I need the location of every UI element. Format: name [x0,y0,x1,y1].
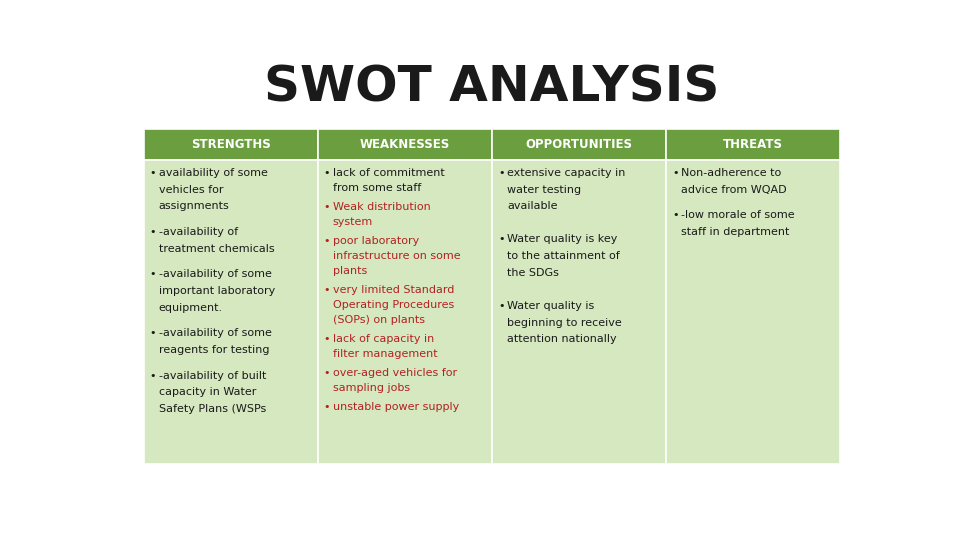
Text: THREATS: THREATS [723,138,783,151]
Text: available: available [507,201,558,211]
Text: Water quality is key: Water quality is key [507,234,617,245]
Bar [492,129,666,160]
Bar [666,129,840,160]
Text: •: • [324,402,330,413]
Text: Non-adherence to: Non-adherence to [681,168,781,178]
Text: OPPORTUNITIES: OPPORTUNITIES [525,138,633,151]
Text: from some staff: from some staff [333,183,421,193]
Text: •: • [324,368,330,379]
Text: STRENGTHS: STRENGTHS [191,138,271,151]
Text: infrastructure on some: infrastructure on some [333,251,461,261]
Text: -availability of: -availability of [158,227,238,237]
Text: water testing: water testing [507,185,581,194]
Text: capacity in Water: capacity in Water [158,388,256,397]
Text: •: • [324,202,330,212]
Bar [318,160,492,464]
Text: vehicles for: vehicles for [158,185,223,194]
Text: •: • [498,168,504,178]
Text: (SOPs) on plants: (SOPs) on plants [333,315,424,325]
Text: •: • [324,236,330,246]
Text: over-aged vehicles for: over-aged vehicles for [333,368,457,379]
Text: WEAKNESSES: WEAKNESSES [360,138,450,151]
Bar [144,129,318,160]
Text: Water quality is: Water quality is [507,301,594,311]
Text: plants: plants [333,266,367,276]
Bar [318,129,492,160]
Text: •: • [324,334,330,344]
Text: advice from WQAD: advice from WQAD [681,185,786,194]
Text: staff in department: staff in department [681,227,789,237]
Text: -availability of some: -availability of some [158,328,272,339]
Text: to the attainment of: to the attainment of [507,251,619,261]
Text: •: • [672,168,679,178]
Text: assignments: assignments [158,201,229,211]
Text: system: system [333,217,373,227]
Text: SWOT ANALYSIS: SWOT ANALYSIS [264,64,720,112]
Text: •: • [150,227,156,237]
Text: •: • [150,269,156,279]
Bar [144,160,318,464]
Text: •: • [324,168,330,178]
Text: Weak distribution: Weak distribution [333,202,430,212]
Text: •: • [498,301,504,311]
Text: •: • [324,285,330,295]
Text: sampling jobs: sampling jobs [333,383,410,393]
Text: •: • [150,328,156,339]
Text: -low morale of some: -low morale of some [681,210,795,220]
Text: •: • [498,234,504,245]
Text: treatment chemicals: treatment chemicals [158,244,275,254]
Text: Safety Plans (WSPs: Safety Plans (WSPs [158,404,266,414]
Text: equipment.: equipment. [158,302,223,313]
Bar [492,160,666,464]
Text: poor laboratory: poor laboratory [333,236,419,246]
Text: attention nationally: attention nationally [507,334,616,344]
Text: beginning to receive: beginning to receive [507,318,622,328]
Text: filter management: filter management [333,349,438,359]
Text: unstable power supply: unstable power supply [333,402,459,413]
Text: lack of capacity in: lack of capacity in [333,334,434,344]
Text: •: • [150,371,156,381]
Text: •: • [150,168,156,178]
Text: -availability of built: -availability of built [158,371,266,381]
Text: important laboratory: important laboratory [158,286,275,296]
Text: reagents for testing: reagents for testing [158,345,269,355]
Bar [666,160,840,464]
Text: the SDGs: the SDGs [507,268,559,278]
Text: Operating Procedures: Operating Procedures [333,300,454,310]
Text: lack of commitment: lack of commitment [333,168,444,178]
Text: •: • [672,210,679,220]
Text: extensive capacity in: extensive capacity in [507,168,625,178]
Text: availability of some: availability of some [158,168,268,178]
Text: very limited Standard: very limited Standard [333,285,454,295]
Text: -availability of some: -availability of some [158,269,272,279]
